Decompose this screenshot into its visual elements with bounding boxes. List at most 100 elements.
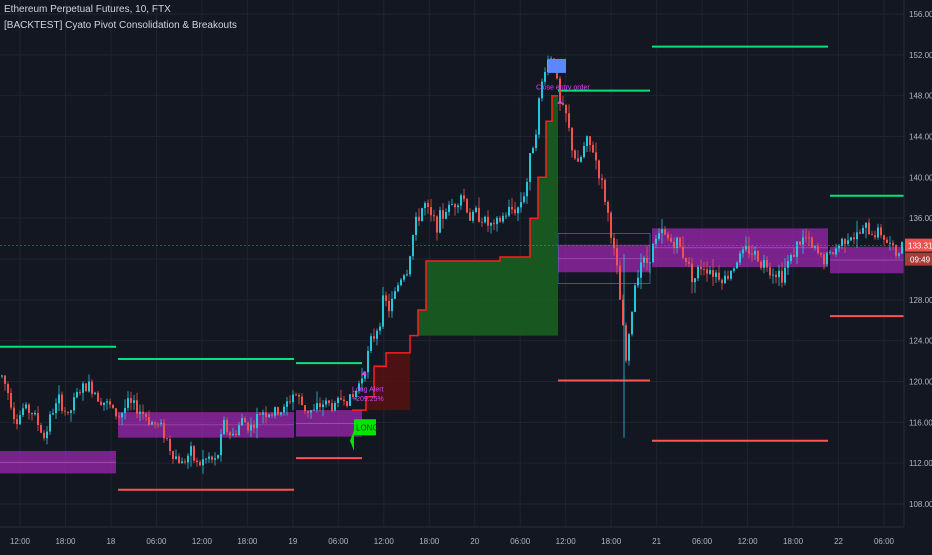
price-tick-label: 120.00 (909, 378, 932, 387)
candle-body (781, 270, 783, 283)
candle-body (709, 270, 711, 274)
long-badge-pointer (350, 430, 354, 451)
candle-body (745, 246, 747, 250)
trail-fill-early (352, 352, 410, 411)
candle-body (370, 336, 372, 351)
candle-body (337, 397, 339, 403)
candle-body (730, 270, 732, 279)
candle-body (847, 240, 849, 245)
price-tick-label: 112.00 (909, 459, 932, 468)
candle-body (31, 412, 33, 415)
candle-body (124, 407, 126, 413)
candle-body (310, 410, 312, 413)
candle-body (421, 208, 423, 221)
long-badge-label: LONG (356, 423, 379, 432)
time-axis[interactable]: 12:00 18:00 18 06:00 12:00 18:00 19 06:00 12:00 1… (0, 526, 932, 550)
candle-body (835, 248, 837, 255)
candle-body (295, 394, 297, 396)
candle-body (19, 415, 21, 425)
candle-body (241, 417, 243, 426)
candle-body (541, 81, 543, 99)
long-alert-label: Long Alert (352, 387, 384, 394)
candle-body (616, 248, 618, 266)
candle-body (145, 413, 147, 418)
candle-body (115, 408, 117, 417)
candle-body (778, 270, 780, 278)
candle-body (508, 206, 510, 216)
time-tick-label: 18:00 (601, 537, 622, 546)
price-tick-label: 108.00 (909, 500, 932, 509)
candle-body (268, 414, 270, 417)
candle-body (97, 392, 99, 402)
candle-body (121, 412, 123, 418)
candle-body (94, 392, 96, 394)
candle-body (349, 394, 351, 406)
candle-body (340, 397, 342, 400)
candle-body (664, 229, 666, 235)
candle-body (637, 277, 639, 286)
candle-body (592, 144, 594, 153)
candle-body (196, 460, 198, 462)
candle-body (103, 402, 105, 405)
candle-body (163, 422, 165, 439)
candle-body (571, 127, 573, 151)
candle-body (214, 458, 216, 460)
candle-body (727, 275, 729, 279)
candle-body (766, 260, 768, 268)
candle-body (328, 400, 330, 404)
candle-body (7, 383, 9, 393)
candle-body (568, 113, 570, 128)
candle-body (607, 201, 609, 213)
candle-body (298, 395, 300, 397)
candle-body (211, 456, 213, 460)
candle-body (703, 269, 705, 270)
candle-body (82, 383, 84, 393)
candle-body (289, 401, 291, 403)
trade-annotations: LONG Long Alert +209.25% Close entry order (350, 58, 590, 451)
candle-body (400, 279, 402, 286)
candle-body (436, 216, 438, 233)
candle-body (106, 401, 108, 403)
candle-body (736, 262, 738, 269)
candle-body (760, 261, 762, 268)
candle-body (502, 215, 504, 222)
candle-body (763, 260, 765, 268)
candle-body (148, 417, 150, 425)
trailing-stop (352, 94, 558, 411)
price-tick-label: 116.00 (909, 418, 932, 427)
candle-body (130, 398, 132, 403)
candle-body (415, 216, 417, 236)
candle-body (184, 461, 186, 463)
candle-body (166, 438, 168, 440)
candle-body (364, 372, 366, 379)
candle-body (652, 243, 654, 263)
candle-body (493, 223, 495, 225)
candle-body (244, 417, 246, 423)
candle-body (655, 238, 657, 244)
candle-body (811, 237, 813, 248)
candle-body (178, 456, 180, 464)
candle-body (634, 285, 636, 312)
time-tick-label: 18:00 (55, 537, 76, 546)
candle-body (595, 152, 597, 161)
candle-body (604, 179, 606, 202)
candle-body (490, 223, 492, 226)
candle-body (667, 234, 669, 239)
candle-body (865, 222, 867, 228)
candle-body (559, 78, 561, 104)
candle-body (91, 381, 93, 394)
candle-body (772, 274, 774, 276)
candle-body (157, 423, 159, 425)
candle-body (523, 196, 525, 203)
candle-body (316, 403, 318, 410)
candle-body (205, 458, 207, 460)
candle-body (643, 257, 645, 263)
price-tick-label: 136.00 (909, 214, 932, 223)
exit-label: Close entry order (536, 85, 590, 92)
candle-body (319, 403, 321, 408)
candle-body (394, 291, 396, 299)
candle-body (844, 238, 846, 245)
